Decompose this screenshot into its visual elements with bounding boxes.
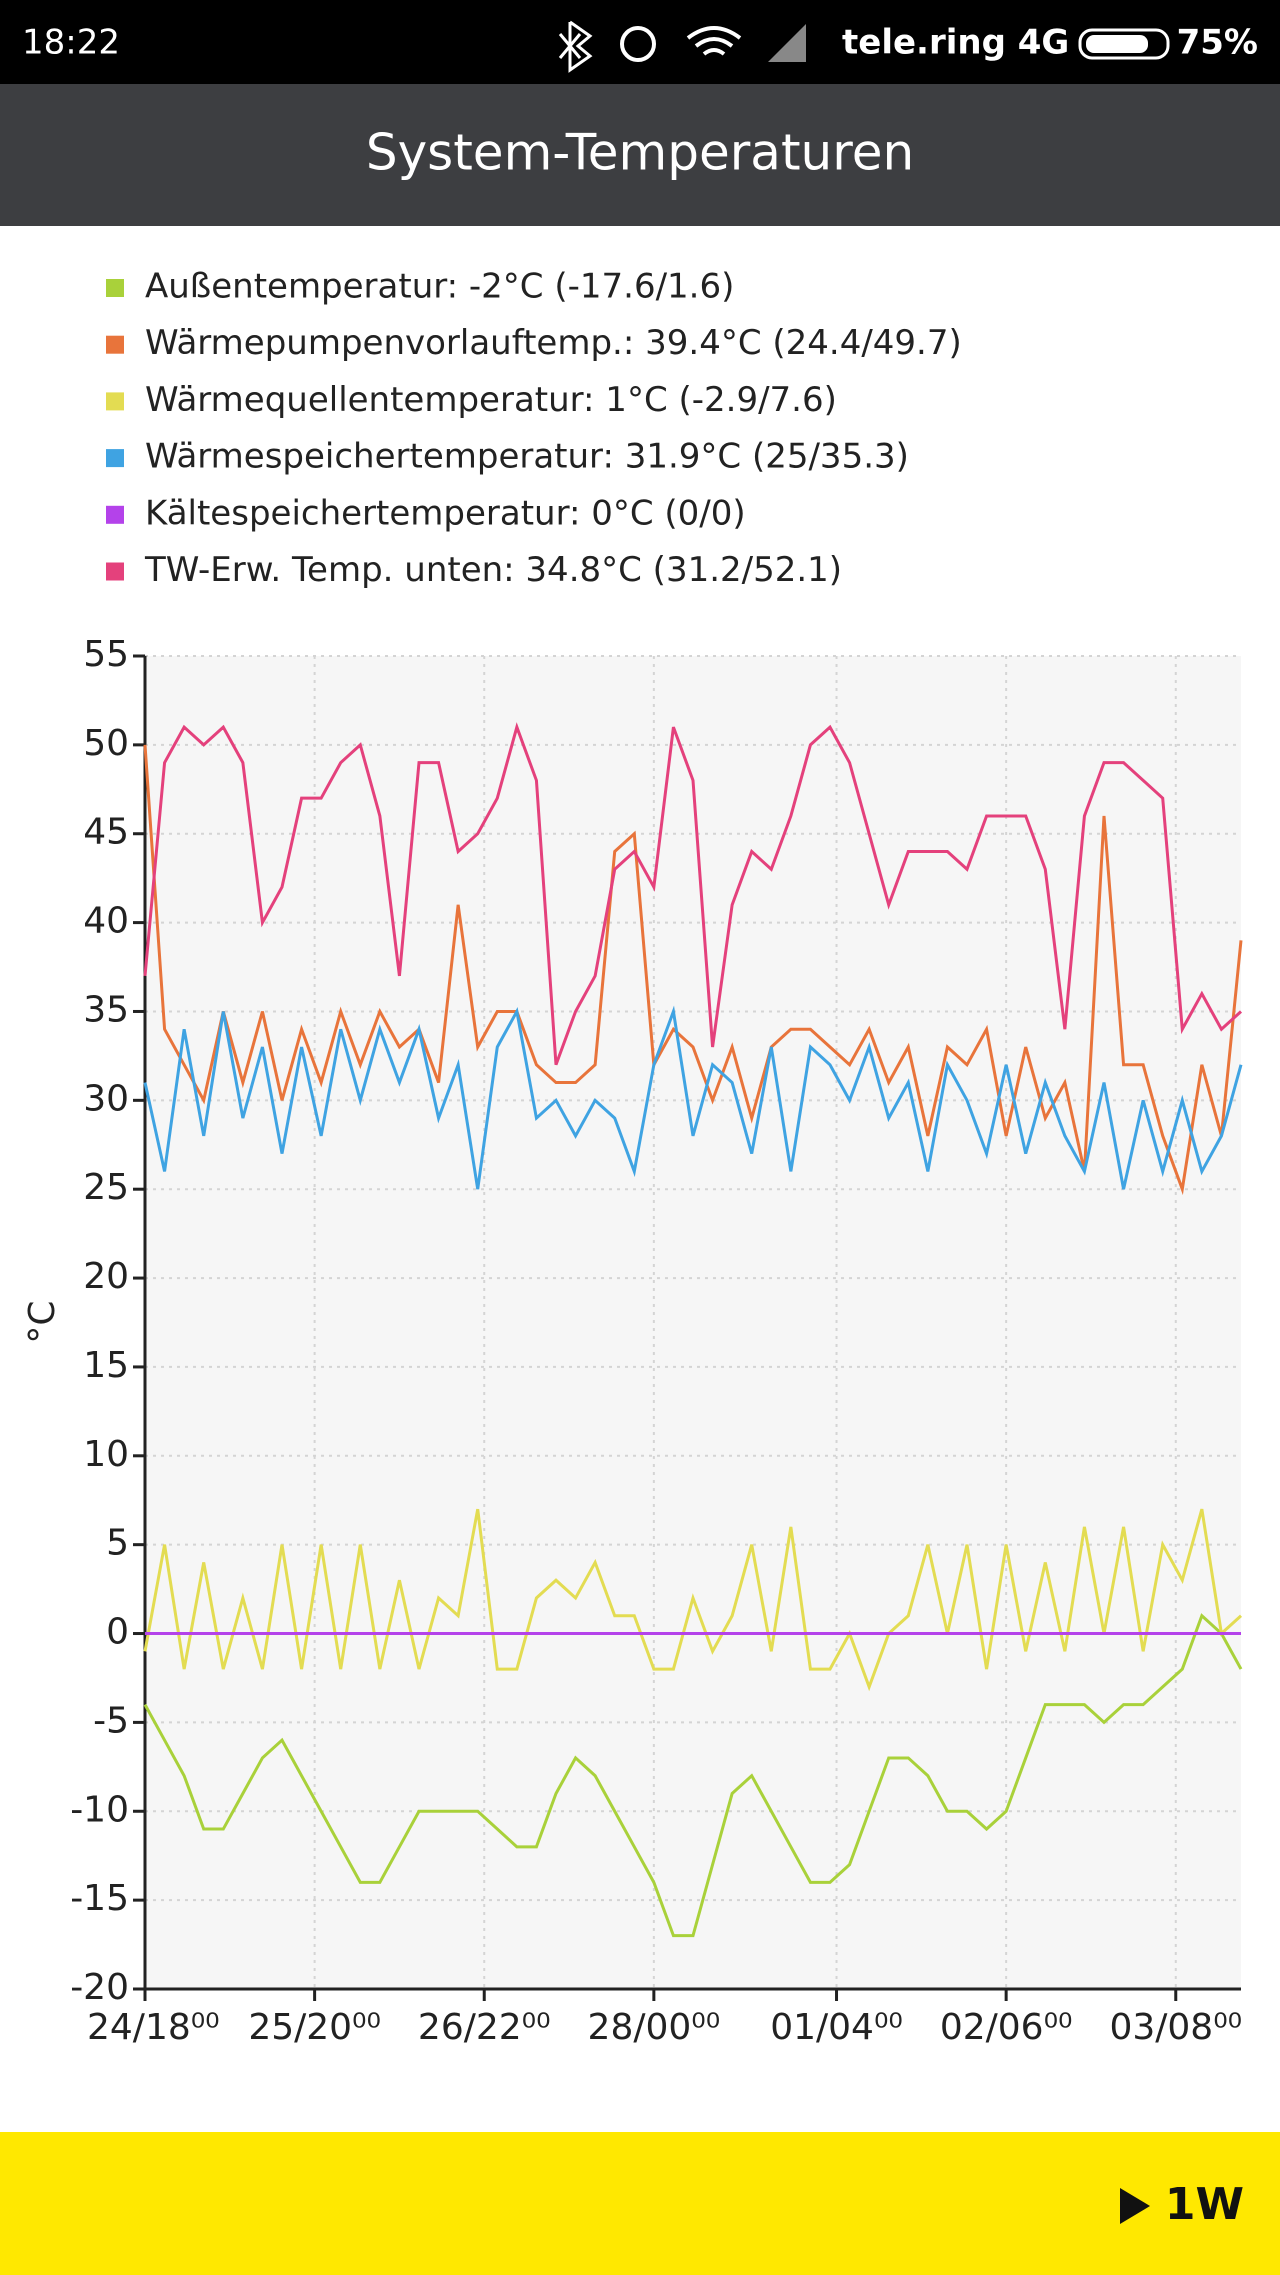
status-carrier: tele.ring 4G [842, 23, 1069, 63]
legend-swatch [106, 335, 124, 354]
x-tick-label: 25/20⁰⁰ [248, 2007, 381, 2048]
x-tick-label: 26/22⁰⁰ [418, 2007, 551, 2048]
plot-background [145, 656, 1241, 1989]
series-line [143, 1508, 1243, 1692]
y-tick-label: 55 [83, 634, 129, 675]
legend-entry: Wärmespeichertemperatur: 31.9°C (25/35.3… [145, 437, 909, 477]
status-bar [0, 0, 1280, 84]
y-tick-label: 5 [106, 1523, 129, 1564]
y-tick-label: 45 [83, 812, 129, 853]
legend-swatch [106, 505, 124, 524]
legend-swatch [106, 279, 124, 297]
app-header [0, 84, 1280, 226]
y-tick-label: 50 [83, 723, 129, 764]
series-line [143, 1005, 1243, 1190]
legend-entry: Wärmepumpenvorlauftemp.: 39.4°C (24.4/49… [145, 323, 962, 363]
status-battery: 75% [1177, 23, 1258, 63]
y-axis-label: °C [22, 1300, 63, 1343]
header-title: System-Temperaturen [366, 124, 914, 182]
legend-swatch [106, 392, 124, 411]
series-line [143, 722, 1243, 1066]
y-tick-label: 40 [83, 901, 129, 942]
y-tick-label: 15 [83, 1345, 129, 1386]
play-icon [1120, 2188, 1150, 2224]
x-tick-label: 28/00⁰⁰ [588, 2007, 721, 2048]
battery-level [1086, 35, 1148, 53]
legend-entry: Wärmequellentemperatur: 1°C (-2.9/7.6) [145, 380, 837, 420]
bluetooth-icon [558, 20, 593, 73]
y-tick-label: 20 [83, 1256, 129, 1297]
legend-entry: TW-Erw. Temp. unten: 34.8°C (31.2/52.1) [144, 550, 842, 590]
wifi-icon [686, 26, 742, 56]
series-line [143, 744, 1243, 1196]
legend-swatch [106, 562, 124, 581]
x-tick-label: 02/06⁰⁰ [940, 2007, 1073, 2048]
y-tick-label: 30 [83, 1078, 129, 1119]
legend-entry: Kältespeichertemperatur: 0°C (0/0) [145, 493, 746, 533]
y-tick-label: -20 [70, 1967, 129, 2008]
y-tick-label: -15 [70, 1878, 129, 1919]
footer-bar [0, 2132, 1280, 2275]
range-button[interactable]: 1W [1165, 2179, 1244, 2230]
y-tick-label: -10 [70, 1789, 129, 1830]
x-tick-label: 24/18⁰⁰ [87, 2007, 220, 2048]
signal-icon [768, 24, 806, 62]
y-tick-label: 35 [83, 989, 129, 1030]
legend-entry: Außentemperatur: -2°C (-17.6/1.6) [145, 267, 734, 307]
x-tick-label: 01/04⁰⁰ [770, 2007, 903, 2048]
y-tick-label: 10 [83, 1434, 129, 1475]
y-tick-label: 25 [83, 1167, 129, 1208]
series-line [143, 1613, 1243, 1938]
status-time: 18:22 [22, 23, 120, 63]
x-tick-label: 03/08⁰⁰ [1109, 2007, 1242, 2048]
battery-icon [1078, 28, 1170, 60]
legend-swatch [106, 449, 124, 468]
y-tick-label: -5 [93, 1700, 129, 1741]
y-tick-label: 0 [106, 1612, 129, 1653]
alarm-icon [620, 26, 656, 62]
